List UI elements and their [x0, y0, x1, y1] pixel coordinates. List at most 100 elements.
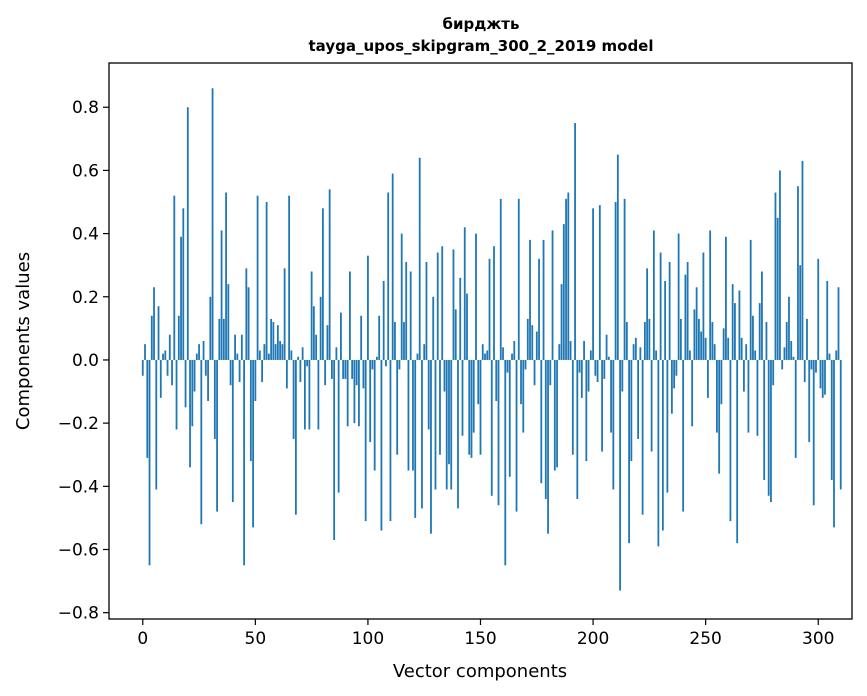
bar — [472, 359, 475, 433]
bar — [155, 359, 158, 490]
bar — [711, 322, 714, 360]
bar — [466, 293, 468, 360]
bar — [371, 359, 374, 370]
bar — [202, 341, 205, 360]
bar — [209, 296, 212, 360]
bar — [310, 271, 313, 360]
bar — [355, 359, 358, 386]
bar — [589, 350, 592, 360]
x-axis-ticks: 0 50 100 150 200 250 300 — [137, 619, 834, 649]
bar — [499, 198, 502, 360]
bar — [781, 359, 784, 370]
bar — [610, 359, 612, 433]
bar — [234, 334, 236, 360]
bar — [177, 315, 180, 360]
bar — [758, 303, 761, 360]
x-tick-label: 250 — [689, 629, 721, 649]
bar — [204, 359, 207, 376]
bar — [779, 170, 781, 360]
bar — [625, 322, 628, 360]
bar — [837, 287, 840, 360]
bar — [560, 284, 563, 360]
bar — [362, 359, 365, 389]
bar — [312, 306, 315, 360]
bar — [830, 359, 833, 480]
y-tick-label: −0.4 — [58, 477, 99, 497]
bar — [722, 328, 725, 360]
bar — [191, 359, 194, 427]
bar — [301, 347, 304, 360]
bar — [745, 344, 748, 360]
bar — [535, 331, 538, 360]
bar — [220, 230, 223, 360]
bar — [652, 230, 655, 360]
bar — [707, 359, 709, 398]
bar — [495, 359, 498, 402]
bar — [628, 359, 630, 544]
bar — [763, 359, 766, 480]
bar — [684, 274, 687, 360]
bar — [551, 230, 554, 360]
bar — [243, 359, 245, 566]
bar — [382, 280, 385, 360]
bar — [398, 359, 401, 370]
bar — [682, 359, 685, 512]
bar — [517, 198, 520, 360]
bar — [297, 356, 300, 360]
bar — [824, 359, 826, 395]
bar — [661, 359, 664, 531]
bar — [283, 268, 286, 360]
bar — [493, 246, 495, 360]
bar — [452, 249, 455, 360]
bar — [754, 350, 757, 360]
x-axis-label: Vector components — [393, 661, 567, 682]
bar — [434, 359, 437, 490]
bar — [693, 309, 696, 360]
bar — [675, 359, 678, 376]
bar — [673, 359, 676, 389]
bar — [587, 359, 590, 392]
bar — [621, 359, 624, 392]
bar — [526, 318, 529, 360]
bar — [601, 359, 603, 452]
bar — [747, 359, 750, 433]
bar — [531, 325, 534, 360]
bar — [515, 359, 518, 512]
bar — [553, 359, 556, 471]
bar — [794, 359, 797, 458]
bar — [416, 353, 419, 360]
bar — [828, 353, 831, 360]
bar — [150, 315, 153, 360]
y-axis-ticks: −0.8 −0.6 −0.4 −0.2 0.0 0.2 0.4 0.6 0.8 — [58, 98, 109, 624]
bar — [806, 318, 808, 360]
y-tick-label: −0.6 — [58, 541, 99, 561]
bar — [337, 359, 340, 493]
bar — [166, 359, 169, 376]
bar — [346, 359, 349, 427]
bar — [770, 359, 772, 503]
bar — [195, 353, 198, 360]
bar — [585, 359, 588, 462]
bar — [360, 315, 363, 360]
x-tick-label: 100 — [352, 629, 384, 649]
bar — [614, 202, 617, 360]
bar — [761, 271, 763, 360]
bar — [668, 262, 671, 360]
bar — [596, 359, 599, 383]
bar — [731, 284, 734, 360]
y-tick-label: 0.2 — [72, 288, 99, 308]
chart-subtitle: tayga_upos_skipgram_300_2_2019 model — [309, 37, 654, 55]
bar — [785, 322, 788, 360]
bar — [643, 322, 646, 360]
bar — [565, 198, 567, 360]
bar — [349, 271, 351, 360]
bar — [562, 224, 565, 360]
bar — [655, 350, 658, 360]
bar — [256, 195, 259, 360]
bar — [533, 359, 536, 386]
bar — [497, 359, 500, 506]
bar — [427, 359, 430, 430]
bar — [463, 227, 466, 360]
bar — [344, 359, 347, 379]
bar — [713, 344, 716, 360]
